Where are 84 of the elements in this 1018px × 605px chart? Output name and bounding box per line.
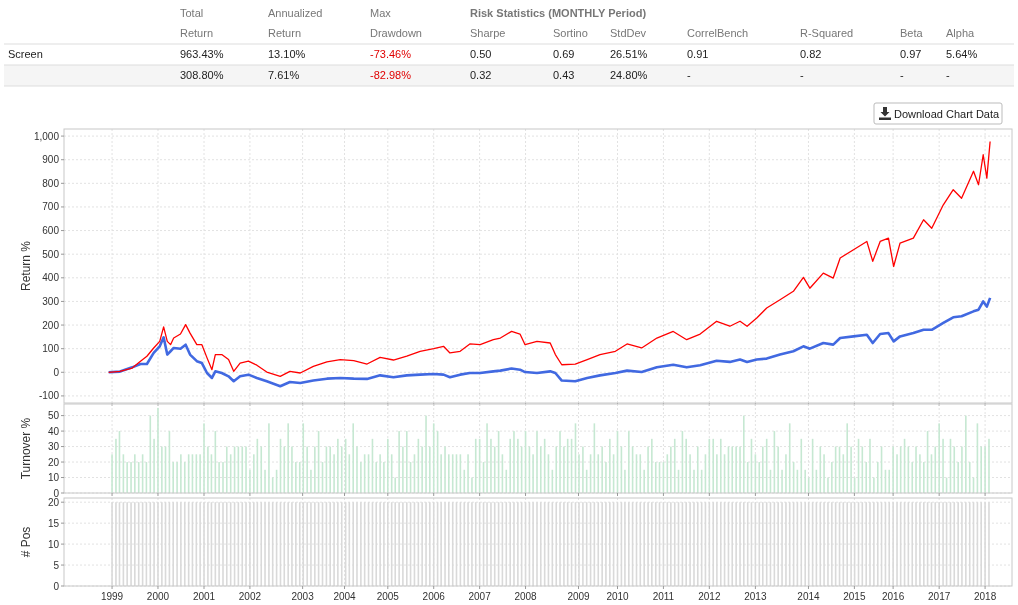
y-tick-label: -100 [38, 390, 60, 402]
text: 0.69 [553, 48, 575, 60]
text: - [900, 69, 904, 81]
y-tick-label: 15 [47, 517, 60, 529]
x-tick-label: 1999 [100, 591, 124, 602]
y-tick-label: 200 [42, 319, 60, 331]
y-tick-label: 300 [42, 295, 60, 307]
text: Screen [8, 48, 43, 60]
x-tick-label: 2006 [422, 591, 446, 602]
x-tick-label: 2015 [843, 591, 866, 602]
text: Total [180, 7, 204, 19]
text: Alpha [946, 27, 976, 39]
text: 0.43 [553, 69, 575, 81]
y-axis-title: Return % [19, 240, 33, 292]
line-series [108, 140, 991, 377]
text: -73.46% [370, 48, 412, 60]
text: CorrelBench [687, 27, 749, 39]
x-tick-label: 2007 [468, 591, 492, 602]
text: 13.10% [268, 48, 306, 60]
text: StdDev [610, 27, 647, 39]
y-tick-label: 5 [53, 559, 60, 571]
y-tick-label: 800 [42, 177, 60, 189]
text: 308.80% [180, 69, 224, 81]
x-tick-label: 2002 [238, 591, 262, 602]
y-tick-label: 50 [47, 410, 60, 422]
x-tick-label: 2010 [606, 591, 630, 602]
x-tick-label: 2009 [567, 591, 591, 602]
text: Return [268, 27, 302, 39]
text: 0.50 [470, 48, 492, 60]
x-tick-label: 2014 [797, 591, 821, 602]
text: Return [180, 27, 214, 39]
x-tick-label: 2005 [376, 591, 400, 602]
y-tick-label: 500 [42, 248, 60, 260]
y-tick-label: 0 [53, 366, 60, 378]
x-tick-label: 2000 [146, 591, 170, 602]
y-axis-title: Turnover % [19, 417, 33, 480]
text: Drawdown [370, 27, 422, 39]
text: Annualized [268, 7, 323, 19]
text: 5.64% [946, 48, 978, 60]
y-tick-label: 700 [42, 201, 60, 213]
line-series [107, 296, 992, 388]
x-tick-label: 2008 [514, 591, 538, 602]
text: - [800, 69, 804, 81]
text: 0.82 [800, 48, 822, 60]
y-tick-label: 10 [47, 538, 60, 550]
text: 0.32 [470, 69, 492, 81]
y-tick-label: 1,000 [33, 130, 60, 142]
text: - [946, 69, 950, 81]
y-tick-label: 0 [53, 487, 60, 499]
y-tick-label: 400 [42, 272, 60, 284]
text: 24.80% [610, 69, 648, 81]
x-tick-label: 2011 [652, 591, 675, 602]
text: 0.97 [900, 48, 922, 60]
x-tick-label: 2013 [744, 591, 767, 602]
y-tick-label: 30 [47, 441, 60, 453]
text: Risk Statistics (MONTHLY Period) [470, 7, 647, 19]
text: 26.51% [610, 48, 648, 60]
y-tick-label: 40 [47, 425, 60, 437]
y-tick-label: 100 [42, 343, 60, 355]
y-axis-title: # Pos [19, 526, 33, 558]
y-tick-label: 600 [42, 225, 60, 237]
x-tick-label: 2016 [882, 591, 905, 602]
text: Sharpe [470, 27, 506, 39]
y-tick-label: 10 [47, 472, 60, 484]
y-tick-label: 20 [47, 496, 60, 508]
text: 963.43% [180, 48, 224, 60]
y-tick-label: 0 [53, 580, 60, 592]
text: R-Squared [800, 27, 854, 39]
text: 0.91 [687, 48, 709, 60]
text: Download Chart Data [894, 108, 1001, 120]
x-tick-label: 2001 [192, 591, 216, 602]
x-tick-label: 2017 [928, 591, 951, 602]
x-tick-label: 2003 [291, 591, 315, 602]
text: 7.61% [268, 69, 300, 81]
text: -82.98% [370, 69, 412, 81]
x-tick-label: 2004 [333, 591, 357, 602]
text: Sortino [553, 27, 588, 39]
x-tick-label: 2012 [698, 591, 721, 602]
text: Beta [900, 27, 924, 39]
y-tick-label: 900 [42, 154, 60, 166]
x-tick-label: 2018 [973, 591, 997, 602]
text: - [687, 69, 691, 81]
y-tick-label: 20 [47, 456, 60, 468]
text: Max [370, 7, 392, 19]
